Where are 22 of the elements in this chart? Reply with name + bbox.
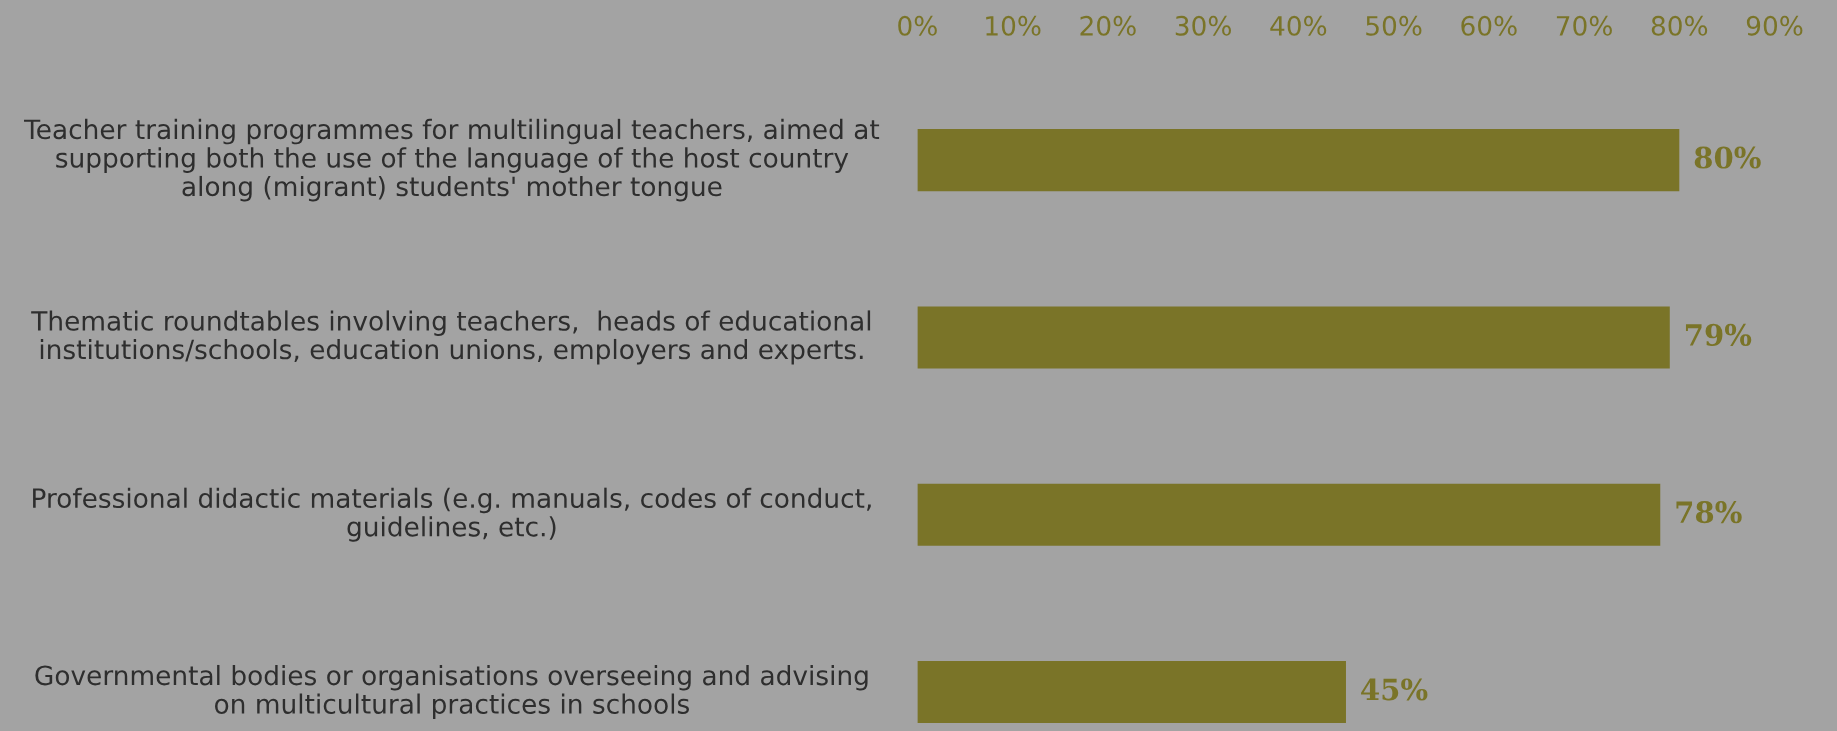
- x-tick-label: 60%: [1461, 15, 1517, 36]
- bar: [917, 660, 1346, 724]
- y-tick-label: Professional didactic materials (e.g. manuals, codes of conduct, guidelines, etc.): [33, 487, 871, 542]
- x-tick-label: 50%: [1366, 15, 1422, 36]
- x-tick-label: 20%: [1080, 15, 1136, 36]
- x-tick-label: 0%: [898, 15, 937, 36]
- x-tick-label: 80%: [1651, 15, 1708, 36]
- bar: [917, 483, 1661, 546]
- y-tick-label: Teacher training programmes for multilingual teachers, aimed at supporting both the use of the language of the host country along (migrant) students' mother tongue: [24, 118, 880, 202]
- data-label: 79%: [1685, 323, 1752, 346]
- bar: [917, 306, 1670, 369]
- data-label: 45%: [1361, 678, 1428, 701]
- y-tick-label: Thematic roundtables involving teachers, heads of educational institutions/schools, education unions, employers and experts.: [31, 310, 871, 365]
- y-tick-label: Governmental bodies or organisations overseeing and advising on multicultural practices in schools: [35, 664, 868, 720]
- x-tick-label: 40%: [1270, 15, 1327, 36]
- bar: [917, 129, 1680, 192]
- data-label: 80%: [1694, 146, 1761, 169]
- data-label: 78%: [1676, 501, 1742, 524]
- x-tick-label: 10%: [986, 15, 1041, 36]
- x-tick-label: 30%: [1175, 15, 1231, 36]
- x-tick-label: 90%: [1746, 15, 1803, 36]
- x-tick-label: 70%: [1556, 15, 1612, 36]
